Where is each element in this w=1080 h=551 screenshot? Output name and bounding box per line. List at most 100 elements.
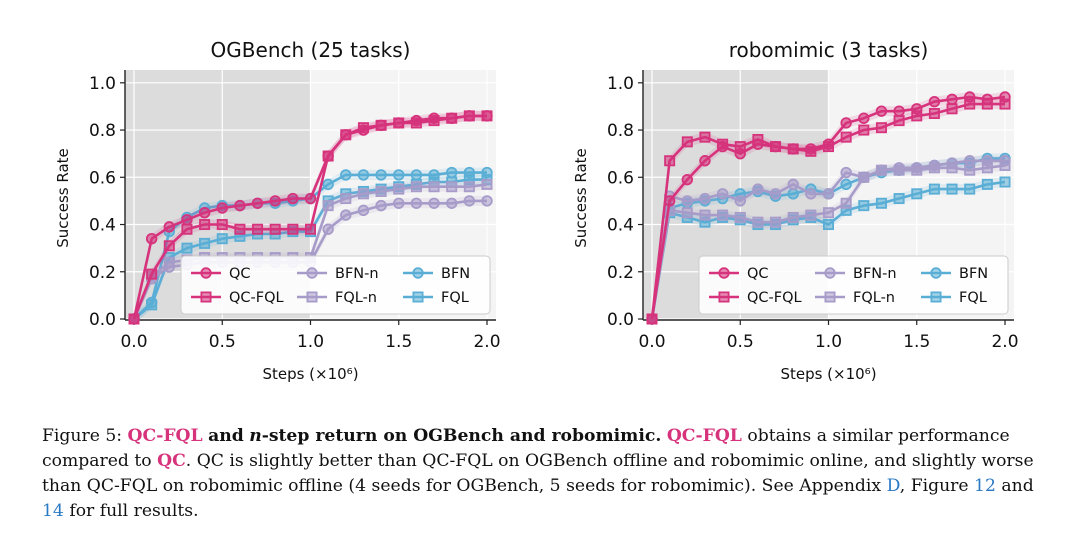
data-point-QC-FQL (999, 98, 1011, 110)
data-point-FQL (858, 200, 870, 212)
data-point-FQL (999, 176, 1011, 188)
caption-title-highlight: QC-FQL (127, 426, 203, 446)
data-point-FQL-n (446, 181, 458, 193)
x-tick-label: 0.5 (727, 332, 754, 352)
data-point-FQL (823, 219, 835, 231)
data-point-FQL (181, 242, 193, 254)
figure-caption: Figure 5: QC-FQL and n-step return on OG… (42, 424, 1052, 524)
data-point-FQL-n (893, 164, 905, 176)
x-tick-label: 0.0 (120, 332, 147, 352)
data-point-BFN-n (446, 197, 458, 209)
legend-marker-circle (718, 267, 730, 279)
legend-label: QC-FQL (747, 290, 802, 306)
data-point-QC-FQL (964, 98, 976, 110)
data-point-QC-FQL (699, 131, 711, 143)
caption-text-1: obtains a similar performance compared t… (42, 426, 1010, 471)
x-tick-label: 1.0 (815, 332, 842, 352)
data-point-QC-FQL (199, 219, 211, 231)
data-point-QC (287, 192, 299, 205)
data-point-BFN (393, 169, 405, 181)
caption-text-5: for full results. (69, 501, 199, 521)
data-point-FQL (893, 193, 905, 205)
data-point-BFN-n (481, 195, 493, 207)
data-point-BFN (375, 169, 387, 181)
data-point-BFN-n (410, 197, 423, 209)
data-point-QC-FQL (269, 223, 281, 235)
x-axis-label: Steps (×10⁶) (262, 365, 358, 383)
data-point-FQL-n (340, 193, 352, 205)
data-point-QC (893, 105, 905, 117)
data-point-QC-FQL (287, 223, 299, 235)
data-point-QC-FQL (181, 223, 193, 235)
data-point-FQL-n (481, 178, 493, 190)
data-point-FQL-n (911, 164, 923, 176)
data-point-FQL-n (840, 197, 852, 209)
data-point-FQL-n (410, 181, 422, 193)
y-tick-label: 1.0 (89, 74, 116, 94)
legend-marker-circle (930, 267, 942, 279)
data-point-FQL-n (717, 209, 729, 221)
data-point-QC-FQL (981, 98, 993, 110)
data-point-FQL-n (823, 207, 835, 219)
data-point-QC-FQL (840, 131, 852, 143)
data-point-FQL-n (770, 216, 782, 228)
caption-title-rest: -step return on OGBench and robomimic. (261, 426, 662, 446)
legend-marker-square (930, 291, 942, 303)
caption-title-and: and (208, 426, 244, 446)
legend-label: BFN-n (853, 266, 897, 282)
data-point-QC-FQL (234, 223, 246, 235)
data-point-FQL (216, 233, 228, 245)
data-point-FQL-n (875, 164, 887, 176)
data-point-FQL-n (322, 200, 334, 212)
data-point-QC-FQL (664, 155, 676, 167)
data-point-QC-FQL (805, 145, 817, 157)
legend-marker-circle (412, 267, 424, 279)
data-point-FQL-n (999, 159, 1011, 171)
data-point-QC (216, 202, 228, 214)
caption-text-3: , Figure (899, 476, 969, 496)
data-point-QC (875, 105, 888, 117)
data-point-FQL-n (393, 183, 405, 195)
data-point-QC-FQL (393, 117, 405, 129)
y-tick-label: 0.4 (607, 216, 634, 236)
figure-12-link[interactable]: 12 (974, 476, 996, 496)
data-point-QC-FQL (946, 103, 958, 115)
data-point-FQL (964, 183, 976, 195)
y-tick-label: 0.6 (607, 168, 634, 188)
data-point-BFN-n (357, 204, 370, 217)
data-point-BFN-n (428, 197, 440, 209)
legend-label: QC (747, 266, 769, 282)
data-point-BFN-n (699, 192, 711, 205)
data-point-QC-FQL (163, 240, 175, 252)
chart-panel-1: 0.0 0.2 0.4 0.6 0.8 1.0 0.0 0.5 1.0 1.5 2.0 OGBench… (54, 38, 501, 383)
data-point-QC-FQL (128, 313, 140, 325)
data-point-BFN (410, 169, 423, 181)
chart-title: OGBench (25 tasks) (211, 38, 411, 62)
caption-title-n: n (249, 426, 262, 446)
data-point-BFN (340, 169, 352, 181)
x-tick-label: 2.0 (473, 332, 500, 352)
data-point-QC-FQL (428, 115, 440, 127)
x-axis-label: Steps (×10⁶) (780, 365, 876, 383)
figure-14-link[interactable]: 14 (42, 501, 64, 521)
x-tick-label: 0.0 (638, 332, 665, 352)
data-point-FQL-n (163, 256, 175, 268)
x-tick-label: 2.0 (991, 332, 1018, 352)
appendix-d-link[interactable]: D (886, 476, 900, 496)
data-point-BFN-n (787, 178, 799, 191)
y-tick-label: 0.2 (607, 263, 634, 283)
data-point-QC-FQL (858, 124, 870, 136)
data-point-BFN-n (964, 155, 976, 167)
legend-marker-square (306, 291, 318, 303)
chart-title: robomimic (3 tasks) (729, 38, 929, 62)
data-point-QC (163, 221, 176, 233)
data-point-QC-FQL (340, 129, 352, 141)
data-point-QC (681, 173, 694, 186)
legend-label: QC (229, 266, 251, 282)
data-point-QC-FQL (252, 223, 264, 235)
data-point-FQL (911, 188, 923, 200)
data-point-BFN-n (805, 188, 817, 200)
legend-label: FQL-n (335, 290, 377, 306)
data-point-QC-FQL (446, 112, 458, 124)
data-point-FQL (146, 299, 158, 311)
